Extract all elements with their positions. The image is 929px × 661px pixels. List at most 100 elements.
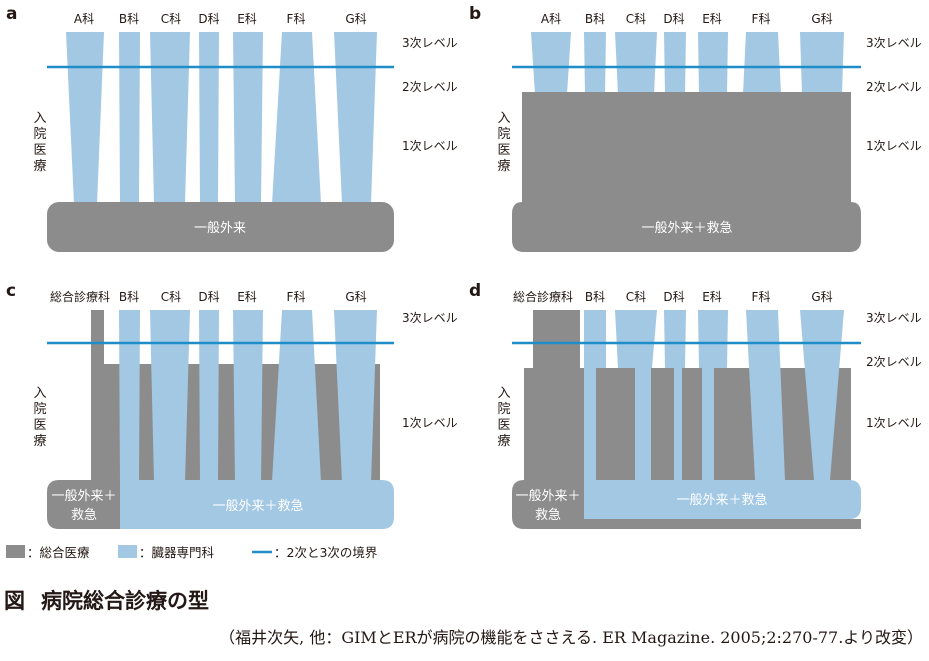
column-label: 総合診療科 <box>50 289 110 304</box>
panel-c-specialty-columns <box>119 310 377 482</box>
figure-title: 病院総合診療の型 <box>41 588 209 613</box>
specialty-column <box>743 32 781 94</box>
general-medicine-area <box>524 310 851 482</box>
specialty-column <box>199 310 219 482</box>
inpatient-char: 療 <box>33 434 46 449</box>
column-label: C科 <box>161 290 181 304</box>
specialty-column <box>119 32 140 204</box>
specialty-column <box>334 310 377 482</box>
base-left-label-line1: 一般外来＋ <box>515 488 580 504</box>
general-outpatient-label: 一般外来 <box>194 220 246 236</box>
panel-b: b A科 B科 C科 D科 E科 F科 G科 一般外来＋救急 入 院 医 療 <box>469 4 922 252</box>
inpatient-char: 医 <box>497 143 510 158</box>
panel-c-column-labels: 総合診療科 B科 C科 D科 E科 F科 G科 <box>50 289 367 304</box>
general-outpatient-emergency-label: 一般外来＋救急 <box>641 220 732 236</box>
column-label: G科 <box>811 12 832 26</box>
general-outpatient-emergency-strip <box>584 519 861 529</box>
inpatient-char: 院 <box>33 402 46 417</box>
panel-d-label: d <box>469 281 481 301</box>
inpatient-care-label: 入 院 医 療 <box>497 111 510 174</box>
column-label: G科 <box>811 290 832 304</box>
legend: ：総合医療 ：臓器専門科 ：2次と3次の境界 <box>6 545 378 560</box>
column-label: E科 <box>702 12 722 26</box>
column-label: D科 <box>663 12 684 26</box>
inpatient-char: 院 <box>33 127 46 142</box>
figure-caption-title: 図病院総合診療の型 <box>4 585 209 615</box>
general-outpatient-emergency-generalist <box>512 480 584 529</box>
legend-swatch-general <box>6 545 25 558</box>
column-label: A科 <box>74 12 94 26</box>
level-3-label: 3次レベル <box>866 36 922 50</box>
inpatient-char: 入 <box>497 111 510 126</box>
inpatient-care-label: 入 院 医 療 <box>497 386 510 449</box>
specialty-column <box>66 32 104 204</box>
specialty-column <box>584 310 606 480</box>
level-3-label: 3次レベル <box>866 311 922 325</box>
inpatient-char: 医 <box>33 418 46 433</box>
specialty-column <box>615 32 657 94</box>
panel-d-column-labels: 総合診療科 B科 C科 D科 E科 F科 G科 <box>513 289 833 304</box>
specialty-column <box>272 32 321 204</box>
figure-label: 図 <box>4 588 25 613</box>
inpatient-char: 医 <box>33 143 46 158</box>
panel-a-column-labels: A科 B科 C科 D科 E科 F科 G科 <box>74 12 367 26</box>
column-label: C科 <box>626 12 646 26</box>
general-outpatient-emergency-specialist <box>120 480 394 529</box>
figure-source-citation: （福井次矢, 他：GIMとERが病院の機能をささえる. ER Magazine.… <box>219 628 923 647</box>
specialty-column <box>119 310 140 482</box>
panel-a-specialty-columns <box>66 32 377 204</box>
column-label: D科 <box>198 12 219 26</box>
column-label: E科 <box>702 290 722 304</box>
panel-b-column-labels: A科 B科 C科 D科 E科 F科 G科 <box>541 12 833 26</box>
inpatient-char: 療 <box>497 434 510 449</box>
specialty-column <box>698 32 728 94</box>
base-right-label: 一般外来＋救急 <box>212 498 303 514</box>
level-1-label: 1次レベル <box>402 139 458 153</box>
level-2-label: 2次レベル <box>866 355 922 369</box>
panel-c: c 総合診療科 B科 C科 D科 E科 F科 G科 一般外来＋ 救急 一般外来＋… <box>6 281 458 529</box>
base-left-label-line2: 救急 <box>71 507 97 523</box>
inpatient-care-label: 入 院 医 療 <box>33 386 46 449</box>
specialty-column <box>199 32 219 204</box>
specialty-column <box>800 310 844 480</box>
column-label: F科 <box>287 12 306 26</box>
level-1-label: 1次レベル <box>402 416 458 430</box>
column-label: C科 <box>626 290 646 304</box>
column-label: B科 <box>585 290 605 304</box>
column-label: D科 <box>198 290 219 304</box>
inpatient-char: 入 <box>33 386 46 401</box>
specialty-column <box>702 368 714 480</box>
legend-label-specialty: ：臓器専門科 <box>139 545 215 560</box>
inpatient-char: 院 <box>497 402 510 417</box>
column-label: B科 <box>585 12 605 26</box>
level-2-label: 2次レベル <box>866 80 922 94</box>
specialty-column <box>615 310 657 368</box>
inpatient-char: 院 <box>497 127 510 142</box>
inpatient-char: 医 <box>497 418 510 433</box>
specialty-column <box>233 310 263 482</box>
inpatient-char: 療 <box>33 159 46 174</box>
column-label: E科 <box>237 12 257 26</box>
inpatient-char: 療 <box>497 159 510 174</box>
specialty-column <box>664 310 686 368</box>
base-right-label: 一般外来＋救急 <box>676 492 767 508</box>
column-label: B科 <box>119 12 139 26</box>
column-label: D科 <box>663 290 684 304</box>
general-outpatient-emergency-specialist <box>584 480 861 519</box>
specialty-column <box>150 310 190 482</box>
panel-c-label: c <box>6 281 16 301</box>
specialty-column <box>635 368 651 480</box>
inpatient-char: 入 <box>33 111 46 126</box>
panel-b-label: b <box>469 4 481 24</box>
panel-a-label: a <box>6 4 17 24</box>
column-label: G科 <box>345 290 366 304</box>
level-3-label: 3次レベル <box>402 36 458 50</box>
column-label: C科 <box>161 12 181 26</box>
level-2-label: 2次レベル <box>402 80 458 94</box>
column-label: F科 <box>752 12 771 26</box>
specialty-column <box>272 310 321 482</box>
column-label: G科 <box>345 12 366 26</box>
specialty-column <box>800 32 844 94</box>
legend-label-boundary: ：2次と3次の境界 <box>274 545 378 560</box>
